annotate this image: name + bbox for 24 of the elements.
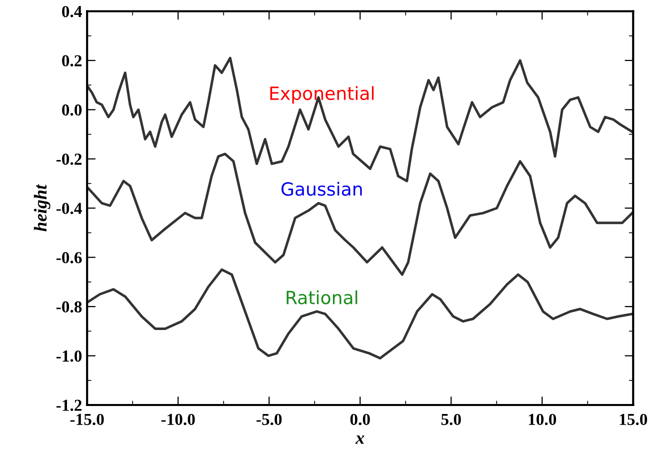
x-tick-label: 0.0 — [350, 414, 370, 426]
series-label: Gaussian — [282, 182, 362, 196]
x-tick-label: 10.0 — [528, 414, 556, 426]
x-tick-label: 15.0 — [620, 414, 648, 426]
series-label: Rational — [286, 290, 358, 304]
y-tick-label: -0.8 — [56, 301, 82, 313]
y-tick-label: 0.4 — [62, 6, 82, 18]
y-axis-title: height — [34, 184, 50, 232]
x-axis-title: x — [355, 435, 364, 444]
y-tick-label: -1.2 — [56, 400, 82, 412]
line-series — [87, 56, 634, 182]
y-tick-label: -0.4 — [56, 202, 82, 214]
x-tick-label: -5.0 — [256, 414, 282, 426]
y-tick-label: 0.2 — [62, 55, 82, 66]
x-tick-label: 5.0 — [441, 414, 461, 426]
y-tick-label: -0.2 — [56, 154, 82, 165]
x-tick-label: -10.0 — [161, 414, 195, 426]
x-tick-label: -15.0 — [70, 414, 104, 426]
line-series — [87, 152, 634, 276]
y-tick-label: -1.0 — [56, 350, 82, 362]
line-series — [87, 268, 634, 360]
y-tick-label: -0.6 — [56, 252, 82, 264]
series-label: Exponential — [270, 86, 374, 104]
y-tick-label: 0.0 — [62, 104, 82, 116]
